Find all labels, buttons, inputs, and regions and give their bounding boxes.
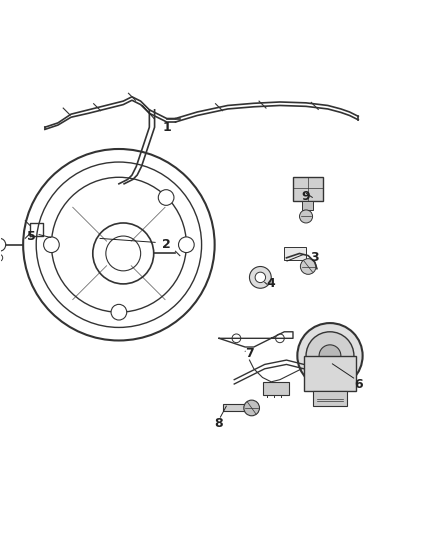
Circle shape [306,332,354,379]
Text: 8: 8 [215,417,223,430]
Text: 2: 2 [162,238,171,251]
Bar [284,247,306,260]
Bar [223,405,250,411]
Text: 5: 5 [28,230,36,243]
Circle shape [276,334,284,343]
Text: 3: 3 [311,251,319,264]
Bar [262,382,289,395]
Text: 1: 1 [162,121,171,134]
Circle shape [111,304,127,320]
Circle shape [297,323,363,389]
Circle shape [255,272,265,282]
Bar [293,177,323,201]
Text: 7: 7 [245,347,254,360]
Bar [313,391,347,406]
Circle shape [44,237,59,253]
Text: 6: 6 [354,377,363,391]
Circle shape [319,345,341,367]
Text: 9: 9 [302,190,311,204]
Circle shape [244,400,259,416]
Circle shape [158,190,174,205]
Circle shape [250,266,271,288]
Text: 4: 4 [267,277,276,290]
Bar [302,201,313,210]
Bar [304,356,356,391]
Circle shape [179,237,194,253]
Circle shape [300,210,313,223]
Circle shape [300,259,316,274]
Circle shape [232,334,241,343]
